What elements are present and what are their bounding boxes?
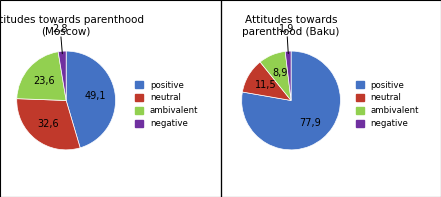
Wedge shape <box>260 51 291 100</box>
Wedge shape <box>242 51 340 150</box>
Legend: positive, neutral, ambivalent, negative: positive, neutral, ambivalent, negative <box>135 80 199 129</box>
Text: 23,6: 23,6 <box>33 76 55 86</box>
Wedge shape <box>17 52 66 100</box>
Wedge shape <box>243 62 291 100</box>
Legend: positive, neutral, ambivalent, negative: positive, neutral, ambivalent, negative <box>355 80 420 129</box>
Wedge shape <box>58 51 66 100</box>
Title: Attitudes towards
parenthood (Baku): Attitudes towards parenthood (Baku) <box>243 15 340 37</box>
Text: 2,8: 2,8 <box>52 24 68 54</box>
Text: 11,5: 11,5 <box>255 80 277 90</box>
Title: Attitudes towards parenthood
(Moscow): Attitudes towards parenthood (Moscow) <box>0 15 144 37</box>
Text: 49,1: 49,1 <box>85 91 106 101</box>
Wedge shape <box>285 51 291 100</box>
Wedge shape <box>17 99 80 150</box>
Text: 32,6: 32,6 <box>37 119 59 129</box>
Text: 77,9: 77,9 <box>299 118 321 128</box>
Wedge shape <box>66 51 116 148</box>
Text: 8,9: 8,9 <box>272 68 287 78</box>
Text: 1,9: 1,9 <box>279 24 295 54</box>
